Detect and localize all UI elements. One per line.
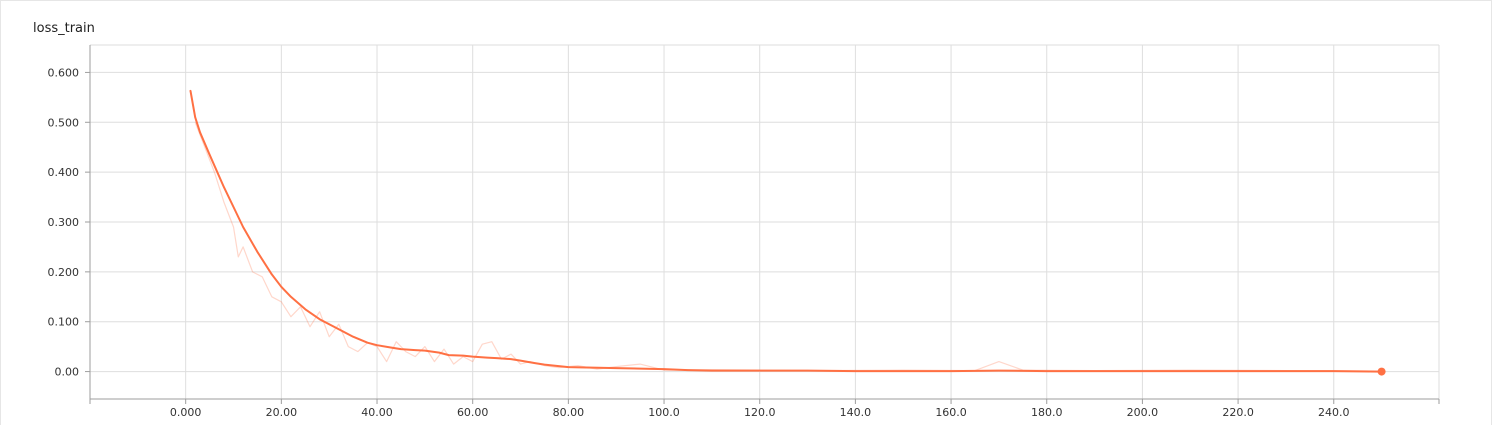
y-tick-label: 0.400 xyxy=(48,166,80,179)
x-tick-label: 100.0 xyxy=(648,406,680,419)
x-tick-label: 240.0 xyxy=(1318,406,1350,419)
x-tick-label: 200.0 xyxy=(1127,406,1159,419)
x-tick-label: 180.0 xyxy=(1031,406,1063,419)
y-tick-label: 0.600 xyxy=(48,66,80,79)
smoothed-loss-line xyxy=(189,89,1383,373)
y-tick-label: 0.00 xyxy=(55,366,80,379)
last-value-marker xyxy=(1377,367,1386,376)
axis-layer xyxy=(85,45,1440,404)
x-tick-label: 220.0 xyxy=(1222,406,1254,419)
x-tick-label: 80.00 xyxy=(553,406,585,419)
x-tick-label: 40.00 xyxy=(361,406,393,419)
chart-title: loss_train xyxy=(33,21,95,36)
raw-loss-line xyxy=(194,122,1382,372)
y-tick-label: 0.500 xyxy=(48,116,80,129)
smoothed-series-layer xyxy=(189,89,1386,376)
x-tick-label: 160.0 xyxy=(935,406,967,419)
x-tick-label: 20.00 xyxy=(266,406,298,419)
x-tick-label: 0.000 xyxy=(170,406,202,419)
raw-series-layer xyxy=(194,122,1382,372)
y-tick-label: 0.100 xyxy=(48,316,80,329)
x-tick-label: 60.00 xyxy=(457,406,489,419)
tick-label-layer: 0.00 0.100 0.200 0.300 0.400 0.500 0.600 0.000 2… xyxy=(48,66,1350,419)
x-tick-label: 140.0 xyxy=(840,406,872,419)
grid-layer xyxy=(90,44,1440,399)
x-tick-label: 120.0 xyxy=(744,406,776,419)
y-tick-label: 0.300 xyxy=(48,216,80,229)
y-tick-label: 0.200 xyxy=(48,266,80,279)
